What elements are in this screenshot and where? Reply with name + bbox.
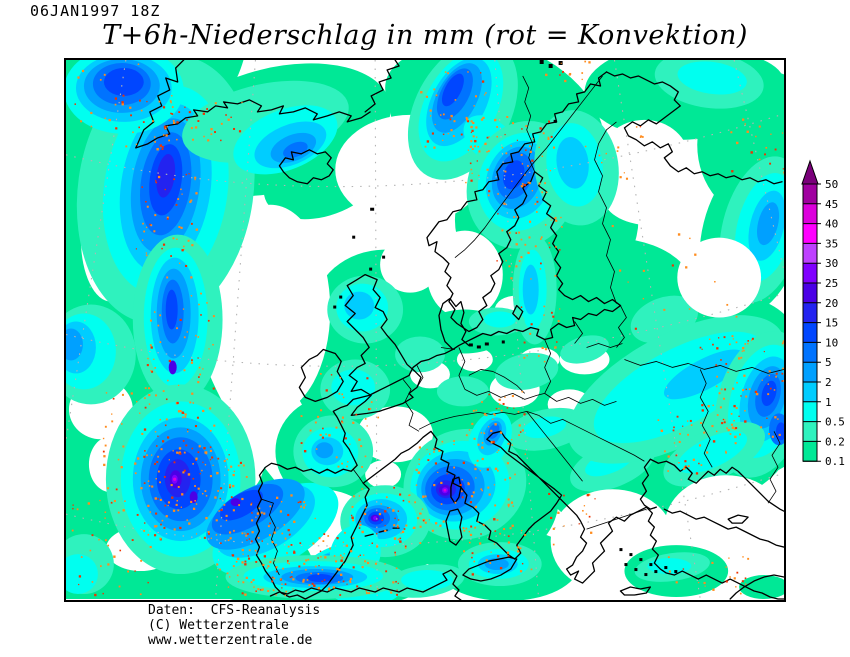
attribution: Daten: CFS-Reanalysis (C) Wetterzentrale…: [148, 603, 320, 648]
run-datetime: 06JAN1997 18Z: [30, 2, 161, 20]
legend-tick-label: 5: [825, 356, 832, 369]
legend-tick-label: 40: [825, 218, 838, 231]
legend-tick-label: 30: [825, 257, 838, 270]
convection-speckles: [71, 60, 784, 597]
legend-tick-label: 0.2: [825, 435, 845, 448]
legend-tick-label: 1: [825, 396, 832, 409]
country-borders: [261, 75, 784, 576]
legend-tick-label: 50: [825, 178, 838, 191]
map-frame: [64, 58, 786, 602]
legend-tick-label: 25: [825, 277, 838, 290]
legend-tick-label: 0.5: [825, 416, 845, 429]
legend-colorbar: 50 45 40 35 30 25 20 15 10 5 2 1 0.5 0.2 0.1: [799, 158, 850, 480]
website-url: www.wetterzentrale.de: [148, 633, 313, 648]
legend-tick-label: 0.1: [825, 455, 845, 468]
legend-tick-label: 10: [825, 336, 838, 349]
legend-tick-label: 45: [825, 198, 838, 211]
copyright: (C) Wetterzentrale: [148, 618, 289, 633]
legend-tick-label: 35: [825, 237, 838, 250]
legend-tick-label: 15: [825, 317, 838, 330]
chart-title: T+6h-Niederschlag in mm (rot = Konvektio…: [102, 20, 748, 51]
data-source: Daten: CFS-Reanalysis: [148, 603, 321, 618]
coastlines: [135, 60, 784, 600]
legend-tick-label: 2: [825, 376, 832, 389]
legend-tick-label: 20: [825, 297, 838, 310]
weather-map-svg: [66, 60, 784, 600]
